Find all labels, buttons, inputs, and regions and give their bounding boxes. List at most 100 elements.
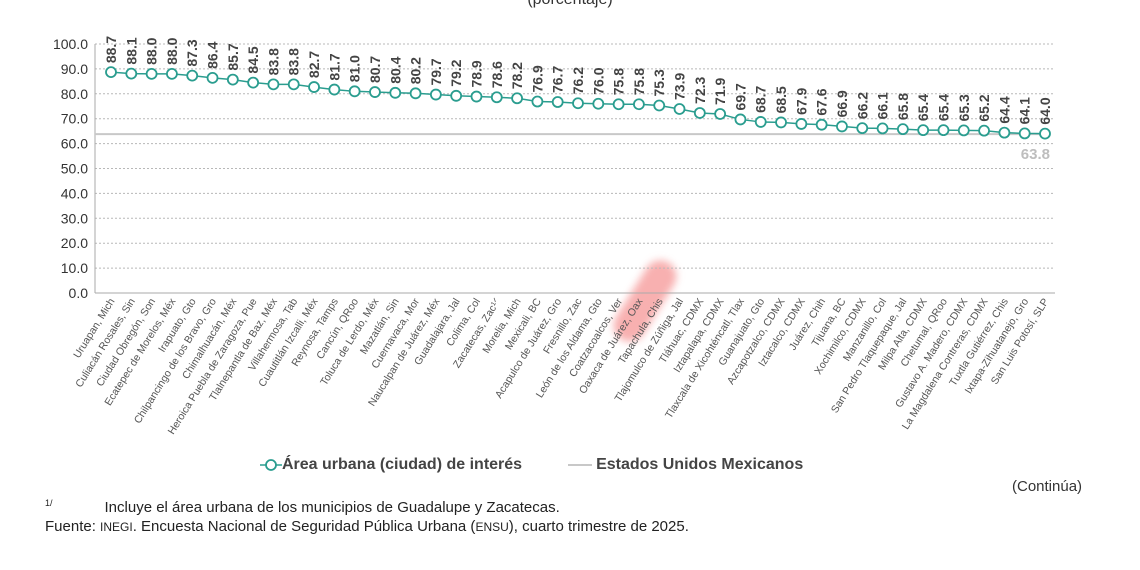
data-label: 79.7 [428, 58, 444, 85]
data-label: 83.8 [286, 48, 302, 75]
footnote: 1/Incluye el área urbana de los municipi… [45, 498, 560, 516]
data-label: 69.7 [732, 83, 748, 110]
data-label: 67.9 [793, 87, 809, 114]
data-label: 80.2 [408, 57, 424, 84]
data-point [734, 113, 747, 126]
data-point [267, 78, 280, 91]
legend-marker-circle-icon [260, 459, 282, 471]
data-point [308, 81, 320, 93]
legend-item-national: Estados Unidos Mexicanos [568, 456, 803, 474]
data-point [166, 67, 178, 80]
data-point [226, 73, 239, 86]
data-label: 75.8 [611, 68, 627, 95]
data-label: 65.3 [956, 94, 972, 121]
data-label: 75.3 [651, 69, 667, 96]
data-label: 71.9 [712, 78, 728, 105]
data-point [145, 67, 158, 80]
source-text: ), cuarto trimestre de 2025. [508, 518, 689, 535]
data-label: 76.2 [570, 67, 586, 94]
source-note: Fuente: INEGI. Encuesta Nacional de Segu… [45, 518, 689, 535]
data-point [937, 124, 950, 137]
data-label: 84.5 [245, 46, 261, 73]
legend-line-icon [568, 464, 593, 466]
data-label: 66.2 [854, 92, 870, 119]
data-point [429, 88, 442, 101]
y-tick-label: 70.0 [61, 111, 88, 127]
source-org: INEGI [100, 520, 133, 534]
data-label: 66.9 [834, 90, 850, 117]
data-point [328, 83, 341, 96]
data-label: 78.9 [468, 60, 484, 87]
data-point [551, 96, 564, 108]
data-label: 68.7 [753, 85, 769, 112]
data-label: 64.0 [1037, 97, 1053, 124]
y-tick-label: 20.0 [61, 235, 88, 251]
data-label: 88.1 [123, 37, 139, 64]
legend: Área urbana (ciudad) de interés Estados … [260, 456, 849, 474]
data-point [369, 86, 381, 98]
footnote-text: Incluye el área urbana de los municipios… [104, 499, 560, 516]
data-point [531, 95, 544, 108]
data-point [653, 99, 666, 112]
data-point [978, 124, 990, 137]
data-label: 65.4 [935, 94, 951, 121]
data-label: 81.7 [326, 53, 342, 80]
data-label: 82.7 [306, 51, 322, 78]
chart-subtitle: (porcentaje) [0, 0, 1140, 9]
data-label: 78.6 [489, 61, 505, 88]
data-label: 88.0 [164, 37, 180, 64]
data-label: 76.9 [529, 65, 545, 92]
data-point [856, 122, 869, 135]
y-tick-label: 100.0 [53, 36, 88, 52]
data-label: 68.5 [773, 86, 789, 113]
data-point [673, 103, 686, 115]
y-tick-label: 10.0 [61, 260, 88, 276]
data-label: 73.9 [672, 73, 688, 100]
data-label: 78.2 [509, 62, 525, 89]
data-label: 64.1 [1017, 97, 1033, 124]
continues-note: (Continúa) [1012, 478, 1083, 495]
data-label: 66.1 [875, 92, 891, 119]
data-label: 83.8 [265, 48, 281, 75]
data-point [957, 124, 970, 137]
data-point [105, 66, 117, 79]
data-point [714, 108, 727, 120]
data-point [348, 85, 361, 98]
data-label: 79.2 [448, 59, 464, 86]
data-label: 88.0 [144, 37, 160, 64]
legend-item-city: Área urbana (ciudad) de interés [260, 456, 522, 474]
data-point [775, 116, 787, 129]
data-label: 85.7 [225, 43, 241, 70]
data-point [612, 98, 625, 111]
data-point [917, 124, 930, 137]
data-label: 75.8 [631, 68, 647, 95]
data-point [409, 87, 422, 100]
data-label: 65.2 [976, 94, 992, 121]
data-point [247, 76, 260, 89]
data-label: 88.7 [103, 36, 119, 63]
data-point [1018, 127, 1031, 140]
data-point [470, 90, 483, 103]
data-point [896, 123, 909, 136]
data-point [592, 97, 605, 110]
data-point [206, 71, 219, 84]
y-tick-label: 40.0 [61, 185, 88, 201]
y-tick-label: 30.0 [61, 210, 88, 226]
legend-label: Área urbana (ciudad) de interés [282, 456, 523, 473]
data-point [836, 120, 848, 133]
y-tick-label: 60.0 [61, 136, 88, 152]
y-tick-label: 50.0 [61, 161, 88, 177]
data-point [795, 118, 808, 130]
legend-label: Estados Unidos Mexicanos [596, 456, 804, 473]
data-point [754, 116, 767, 128]
data-point [876, 122, 889, 135]
data-point [450, 89, 463, 102]
data-point [998, 126, 1011, 139]
data-point [633, 98, 645, 111]
source-text: . Encuesta Nacional de Seguridad Pública… [132, 518, 476, 535]
data-label: 65.8 [895, 93, 911, 120]
data-label: 64.4 [996, 96, 1012, 123]
data-point [125, 67, 138, 80]
data-point [572, 97, 584, 110]
data-point [1039, 127, 1051, 140]
